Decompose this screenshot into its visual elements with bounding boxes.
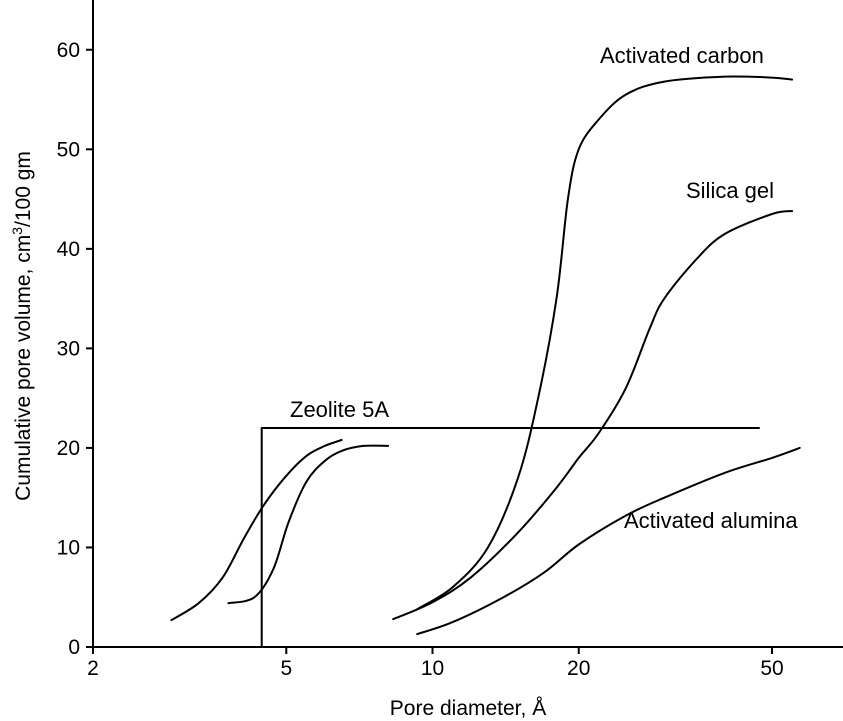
silica-gel-label: Silica gel xyxy=(686,178,774,203)
activated-carbon-line xyxy=(416,75,794,611)
x-axis-title: Pore diameter, Å xyxy=(390,697,546,720)
y-tick-label-0: 0 xyxy=(68,636,80,659)
y-axis-title: Cumulative pore volume, cm3/100 gm xyxy=(9,151,35,501)
zeolite-5a-isotherm-left-line xyxy=(170,439,343,622)
x-tick-label-2: 10 xyxy=(421,657,444,680)
zeolite-5a-label: Zeolite 5A xyxy=(290,397,389,422)
x-tick-label-4: 50 xyxy=(760,657,783,680)
activated-alumina-line xyxy=(416,446,801,636)
labels-group: Activated carbon Silica gel Activated alum… xyxy=(290,43,798,533)
y-tick-label-2: 20 xyxy=(57,437,80,460)
y-tick-label-6: 60 xyxy=(57,39,80,62)
axes xyxy=(92,0,843,648)
zeolite-5a-isotherm-right-line xyxy=(227,444,390,605)
activated-carbon-label: Activated carbon xyxy=(600,43,764,68)
y-axis-title-main: Cumulative pore volume, cm xyxy=(12,235,35,501)
y-tick-label-4: 40 xyxy=(57,238,80,261)
x-tick-label-1: 5 xyxy=(280,657,292,680)
y-tick-label-1: 10 xyxy=(57,536,80,559)
y-tick-label-5: 50 xyxy=(57,138,80,161)
ticks: 2 5 10 20 50 0 10 20 30 40 50 60 xyxy=(57,39,784,680)
y-axis-title-tail: /100 gm xyxy=(12,151,35,227)
y-tick-label-3: 30 xyxy=(57,337,80,360)
series-group xyxy=(170,75,801,648)
zeolite-5a-bracket-line xyxy=(260,427,760,648)
x-tick-label-3: 20 xyxy=(567,657,590,680)
y-axis-title-sup: 3 xyxy=(9,227,25,235)
x-tick-label-0: 2 xyxy=(87,657,99,680)
activated-alumina-label: Activated alumina xyxy=(624,508,798,533)
silica-gel-line xyxy=(392,210,794,621)
